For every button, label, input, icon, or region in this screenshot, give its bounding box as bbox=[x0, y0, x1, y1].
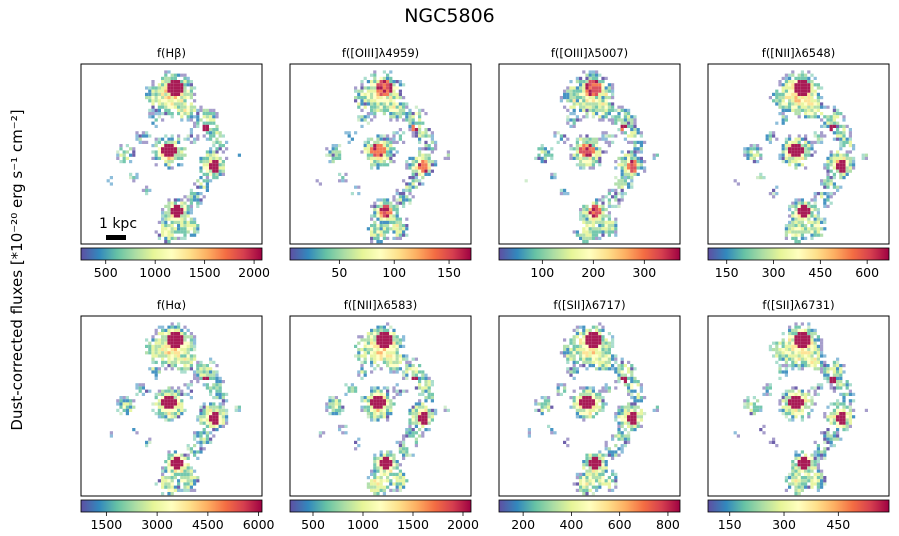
colorbar-tick-label: 100 bbox=[530, 265, 554, 280]
colorbar-tick-label: 150 bbox=[437, 265, 461, 280]
emission-map bbox=[524, 70, 659, 244]
emission-map bbox=[318, 322, 450, 496]
map-panel-3: f([OIII]λ5007) 100 200 300 bbox=[498, 46, 681, 280]
colorbar-tick-label: 6000 bbox=[243, 517, 275, 532]
colorbar-tick-label: 1500 bbox=[397, 517, 429, 532]
colorbar-tick-label: 800 bbox=[656, 517, 680, 532]
colorbar-tick-label: 300 bbox=[772, 517, 796, 532]
emission-map bbox=[527, 322, 659, 496]
colorbar-tick-label: 600 bbox=[855, 265, 879, 280]
scale-bar-label: 1 kpc bbox=[99, 216, 137, 232]
emission-map bbox=[315, 70, 450, 244]
colorbar-tick-label: 200 bbox=[511, 517, 535, 532]
colorbar-tick-label: 600 bbox=[608, 517, 632, 532]
panel-frame bbox=[498, 63, 681, 245]
colorbar bbox=[498, 499, 681, 513]
panel-title: f([SII]λ6731) bbox=[762, 298, 834, 312]
panel-frame bbox=[707, 315, 890, 497]
colorbar-tick-label: 300 bbox=[762, 265, 786, 280]
emission-map bbox=[109, 322, 241, 496]
emission-map bbox=[733, 322, 868, 496]
panel-frame bbox=[498, 315, 681, 497]
colorbar-tick-label: 1500 bbox=[189, 265, 221, 280]
panel-title: f([OIII]λ4959) bbox=[342, 46, 419, 60]
figure-title: NGC5806 bbox=[404, 5, 495, 27]
colorbar-tick-label: 150 bbox=[715, 265, 739, 280]
panel-frame bbox=[289, 63, 472, 245]
colorbar-tick-label: 4500 bbox=[192, 517, 224, 532]
panel-title: f(Hα) bbox=[157, 298, 186, 312]
colorbar-tick-label: 500 bbox=[94, 265, 118, 280]
emission-map bbox=[733, 70, 868, 244]
colorbar-tick-label: 150 bbox=[718, 517, 742, 532]
panel-frame bbox=[80, 63, 263, 245]
panel-title: f(Hβ) bbox=[157, 46, 186, 60]
colorbar-tick-label: 450 bbox=[808, 265, 832, 280]
scale-bar bbox=[106, 235, 126, 240]
panel-title: f([NII]λ6583) bbox=[344, 298, 417, 312]
colorbar-tick-label: 400 bbox=[559, 517, 583, 532]
colorbar-tick-label: 1500 bbox=[90, 517, 122, 532]
panel-frame bbox=[80, 315, 263, 497]
map-panel-2: f([OIII]λ4959) 50 100 150 bbox=[289, 46, 472, 280]
colorbar bbox=[289, 499, 472, 513]
colorbar-tick-label: 500 bbox=[301, 517, 325, 532]
colorbar-tick-label: 3000 bbox=[141, 517, 173, 532]
colorbar-tick-label: 200 bbox=[581, 265, 605, 280]
colorbar bbox=[80, 247, 263, 261]
map-panel-5: f(Hα) 1500 3000 4500 6000 bbox=[80, 298, 275, 532]
colorbar bbox=[707, 499, 890, 513]
colorbar-tick-label: 2000 bbox=[447, 517, 479, 532]
panel-title: f([OIII]λ5007) bbox=[551, 46, 628, 60]
colorbar-tick-label: 2000 bbox=[238, 265, 270, 280]
colorbar-tick-label: 50 bbox=[331, 265, 347, 280]
colorbar-tick-label: 450 bbox=[826, 517, 850, 532]
map-panel-7: f([SII]λ6717) 200 400 600 800 bbox=[498, 298, 681, 532]
colorbar bbox=[498, 247, 681, 261]
map-panel-6: f([NII]λ6583) 500 1000 1500 2000 bbox=[289, 298, 479, 532]
colorbar bbox=[80, 499, 263, 513]
panel-title: f([NII]λ6548) bbox=[762, 46, 835, 60]
colorbar-tick-label: 300 bbox=[632, 265, 656, 280]
map-panel-1: f(Hβ) 1 kpc 500 1000 1500 2000 bbox=[80, 46, 270, 280]
colorbar-tick-label: 1000 bbox=[347, 517, 379, 532]
map-panel-8: f([SII]λ6731) 150 300 450 bbox=[707, 298, 890, 532]
emission-map bbox=[106, 70, 241, 244]
panel-title: f([SII]λ6717) bbox=[553, 298, 625, 312]
colorbar-tick-label: 100 bbox=[382, 265, 406, 280]
map-panel-4: f([NII]λ6548) 150 300 450 600 bbox=[707, 46, 890, 280]
panel-frame bbox=[289, 315, 472, 497]
colorbar bbox=[707, 247, 890, 261]
colorbar-tick-label: 1000 bbox=[139, 265, 171, 280]
colorbar bbox=[289, 247, 472, 261]
panel-frame bbox=[707, 63, 890, 245]
